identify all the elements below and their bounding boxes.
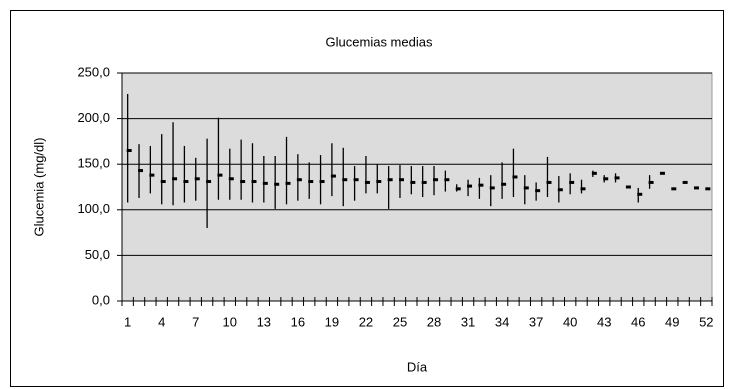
x-tick-label: 40 — [563, 314, 577, 329]
x-tick-label: 28 — [427, 314, 441, 329]
x-tick-label: 49 — [665, 314, 679, 329]
x-tick-label: 16 — [291, 314, 305, 329]
x-tick-label: 1 — [124, 314, 131, 329]
x-tick-label: 19 — [325, 314, 339, 329]
x-axis-label: Día — [407, 359, 428, 374]
x-tick-label: 31 — [461, 314, 475, 329]
x-tick-label: 7 — [192, 314, 199, 329]
x-tick-label: 4 — [158, 314, 165, 329]
plot-area — [121, 72, 713, 302]
chart-title: Glucemias medias — [326, 34, 433, 49]
y-tick-label: 200,0 — [77, 110, 110, 125]
x-tick-label: 46 — [631, 314, 645, 329]
x-tick-label: 34 — [495, 314, 509, 329]
y-tick-label: 0,0 — [92, 292, 110, 307]
x-tick-label: 37 — [529, 314, 543, 329]
y-tick-label: 100,0 — [77, 201, 110, 216]
x-tick-label: 13 — [257, 314, 271, 329]
y-tick-label: 250,0 — [77, 64, 110, 79]
y-tick-label: 50,0 — [85, 247, 110, 262]
x-tick-label: 43 — [597, 314, 611, 329]
y-tick-label: 150,0 — [77, 156, 110, 171]
x-tick-label: 52 — [699, 314, 713, 329]
x-tick-label: 10 — [223, 314, 237, 329]
y-axis-label: Glucemia (mg/dl) — [31, 138, 46, 237]
x-tick-label: 22 — [359, 314, 373, 329]
x-tick-label: 25 — [393, 314, 407, 329]
